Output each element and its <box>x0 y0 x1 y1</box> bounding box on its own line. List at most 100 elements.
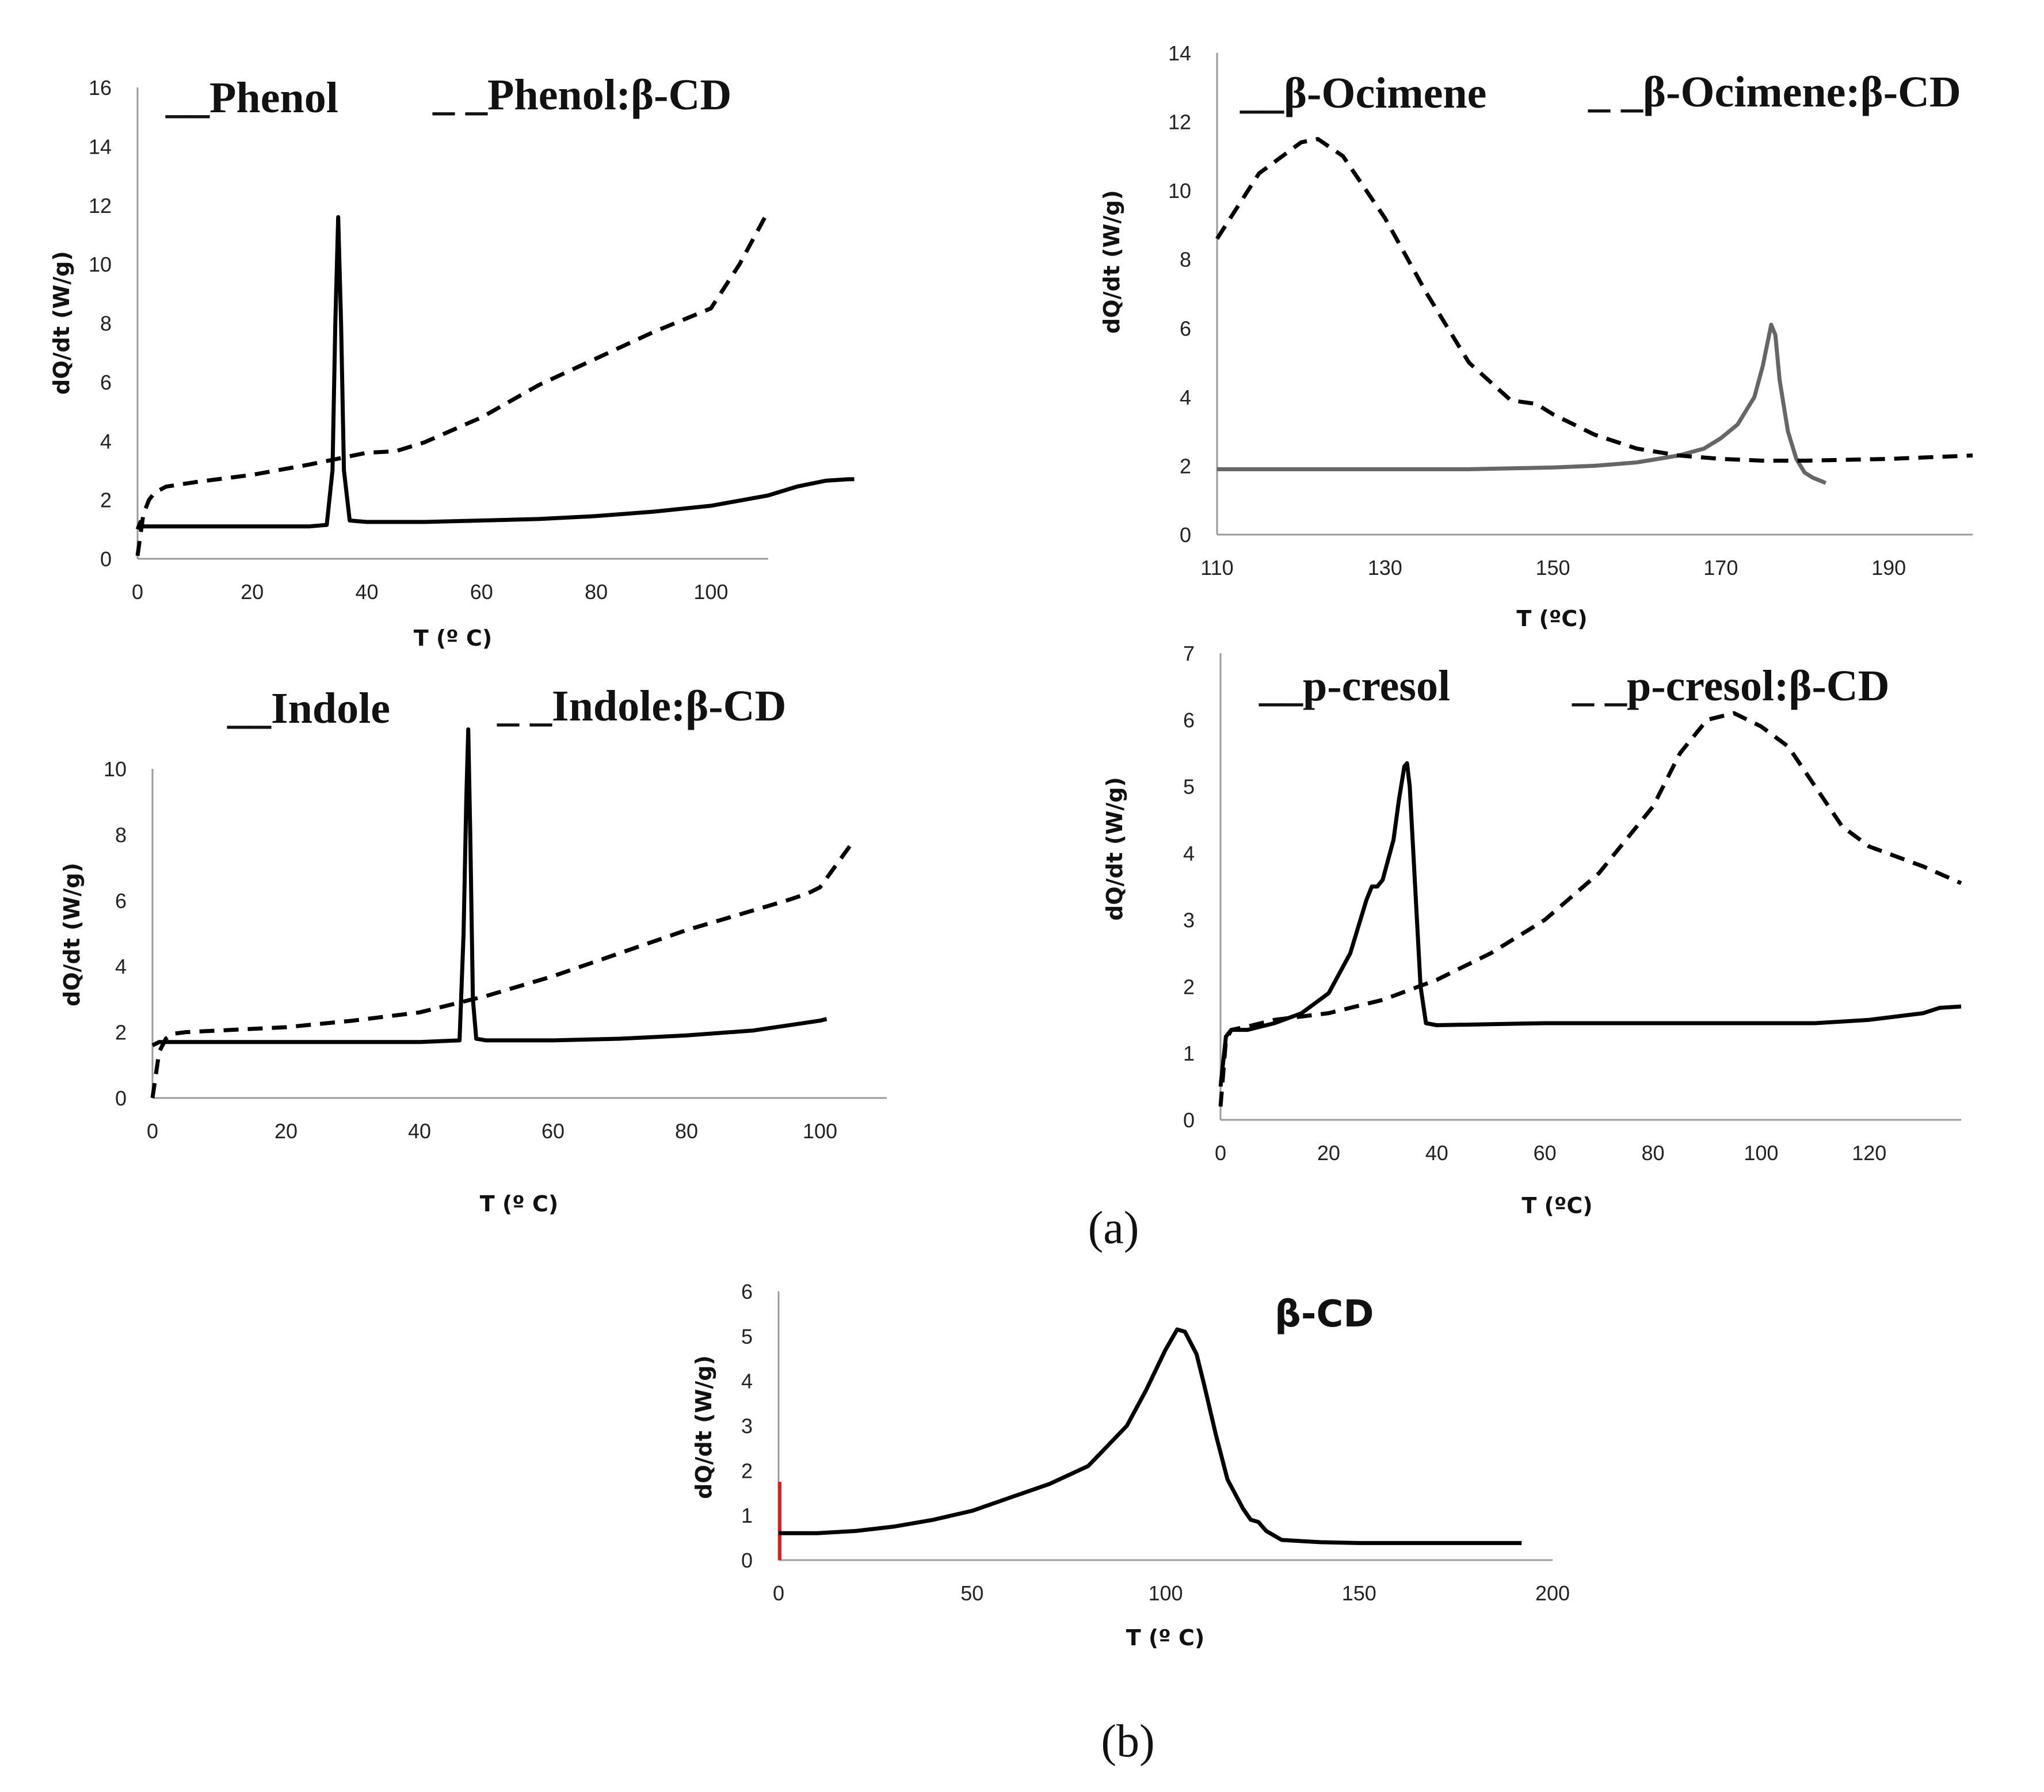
ocimene-series-solid-line <box>1217 322 1827 485</box>
pcresol-x-tick: 100 <box>1744 1141 1778 1165</box>
indole-x-axis-label: T (º C) <box>480 1191 558 1217</box>
bcd-y-tick: 6 <box>741 1280 753 1303</box>
ocimene-y-tick: 6 <box>1180 317 1191 340</box>
pcresol-x-tick: 20 <box>1317 1141 1340 1165</box>
phenol-y-axis-label: dQ/dt (W/g) <box>49 251 74 395</box>
ocimene-y-tick: 14 <box>1168 41 1191 65</box>
indole-legend-dashed: _ _Indole:β-CD <box>497 682 786 730</box>
pcresol-x-tick: 80 <box>1642 1141 1665 1165</box>
ocimene-y-tick: 8 <box>1180 248 1191 272</box>
phenol-x-tick: 100 <box>693 580 728 604</box>
bcd-y-tick: 1 <box>741 1504 753 1527</box>
indole-x-tick: 100 <box>803 1119 837 1143</box>
pcresol-legend-solid: __p-cresol <box>1259 662 1450 710</box>
pcresol-y-tick: 7 <box>1183 642 1195 665</box>
pcresol-y-tick: 6 <box>1183 708 1195 732</box>
bcd-y-axis-label: dQ/dt (W/g) <box>691 1355 716 1499</box>
bcd-y-tick: 5 <box>741 1325 753 1348</box>
phenol-y-tick: 0 <box>100 547 112 571</box>
bcd-x-tick: 150 <box>1342 1581 1376 1605</box>
ocimene-y-tick: 2 <box>1180 454 1191 478</box>
pcresol-y-tick: 1 <box>1183 1042 1195 1065</box>
pcresol-y-tick: 0 <box>1183 1108 1195 1132</box>
phenol-chart: 0 20 40 60 80 100 0 2 4 6 8 10 12 14 16 T (º C) dQ/dt … <box>49 71 855 651</box>
bcd-y-tick: 0 <box>741 1549 753 1572</box>
bcd-series-solid-line <box>779 1327 1522 1545</box>
indole-series-solid-line <box>151 727 827 1047</box>
phenol-x-tick: 0 <box>132 580 143 604</box>
caption-a: (a) <box>1088 1203 1139 1253</box>
indole-y-tick: 0 <box>115 1086 127 1110</box>
phenol-y-tick: 16 <box>89 76 112 100</box>
bcd-y-tick: 4 <box>741 1370 753 1393</box>
pcresol-y-tick: 3 <box>1183 908 1195 932</box>
phenol-y-tick: 10 <box>89 253 112 276</box>
ocimene-x-tick: 110 <box>1200 556 1233 579</box>
ocimene-x-tick: 130 <box>1368 556 1402 579</box>
phenol-legend-solid: __Phenol <box>165 74 338 122</box>
pcresol-x-tick: 0 <box>1215 1141 1226 1165</box>
indole-x-tick: 60 <box>541 1119 565 1143</box>
phenol-y-tick: 14 <box>89 135 112 158</box>
phenol-y-tick: 4 <box>100 429 112 453</box>
pcresol-chart: 0 20 40 60 80 100 120 0 1 2 3 4 5 6 7 T (ºC) dQ/dt (W/… <box>1102 642 1962 1218</box>
indole-x-tick: 0 <box>147 1119 158 1143</box>
phenol-series-dashed-line <box>135 210 771 556</box>
pcresol-series-dashed-line <box>1218 711 1962 1107</box>
phenol-y-tick: 12 <box>89 194 112 218</box>
pcresol-y-tick: 5 <box>1183 775 1195 799</box>
phenol-y-tick: 8 <box>100 312 112 335</box>
indole-series-dashed-line <box>150 840 855 1099</box>
phenol-x-tick: 60 <box>470 580 493 604</box>
ocimene-y-tick: 0 <box>1180 523 1191 547</box>
pcresol-x-tick: 40 <box>1425 1141 1448 1165</box>
indole-x-tick: 20 <box>274 1119 298 1143</box>
bcd-x-tick: 50 <box>960 1581 983 1605</box>
ocimene-legend-dashed: _ _β-Ocimene:β-CD <box>1588 68 1961 116</box>
phenol-x-tick: 40 <box>356 580 379 604</box>
pcresol-series-solid-line <box>1218 761 1962 1087</box>
ocimene-y-tick: 12 <box>1168 110 1191 134</box>
pcresol-y-axis-label: dQ/dt (W/g) <box>1102 777 1127 921</box>
bcd-y-tick: 2 <box>741 1459 753 1482</box>
ocimene-x-tick: 150 <box>1536 556 1570 579</box>
ocimene-x-axis-label: T (ºC) <box>1516 606 1587 631</box>
ocimene-x-tick: 190 <box>1871 556 1906 579</box>
pcresol-legend-dashed: _ _p-cresol:β-CD <box>1572 662 1890 710</box>
bcd-title: β-CD <box>1275 1293 1374 1336</box>
ocimene-x-tick: 170 <box>1703 556 1738 579</box>
indole-x-tick: 80 <box>675 1119 698 1143</box>
ocimene-chart: 110 130 150 170 190 0 2 4 6 8 10 12 14 T (ºC) dQ/dt … <box>1099 41 1973 631</box>
ocimene-series-dashed-line <box>1215 137 1973 463</box>
indole-y-tick: 2 <box>115 1021 127 1044</box>
phenol-x-tick: 20 <box>241 580 264 604</box>
indole-y-tick: 10 <box>104 757 127 781</box>
phenol-y-tick: 2 <box>100 489 112 512</box>
ocimene-y-tick: 10 <box>1168 179 1191 203</box>
phenol-x-axis-label: T (º C) <box>414 626 492 651</box>
indole-y-tick: 6 <box>115 889 127 913</box>
bcd-x-tick: 100 <box>1148 1581 1183 1605</box>
pcresol-x-axis-label: T (ºC) <box>1521 1193 1592 1218</box>
ocimene-y-axis-label: dQ/dt (W/g) <box>1099 190 1124 334</box>
pcresol-y-tick: 4 <box>1183 842 1195 866</box>
phenol-series-solid-line <box>135 215 855 531</box>
ocimene-y-tick: 4 <box>1180 386 1191 409</box>
bcd-x-axis-label: T (º C) <box>1126 1625 1204 1650</box>
bcd-x-tick: 0 <box>773 1581 784 1605</box>
indole-x-tick: 40 <box>408 1119 431 1143</box>
caption-b: (b) <box>1101 1716 1154 1767</box>
phenol-legend-dashed: _ _Phenol:β-CD <box>432 71 731 119</box>
indole-y-axis-label: dQ/dt (W/g) <box>59 863 85 1006</box>
phenol-x-tick: 80 <box>585 580 608 604</box>
phenol-y-tick: 6 <box>100 371 112 394</box>
indole-y-tick: 8 <box>115 823 127 847</box>
indole-legend-solid: __Indole <box>227 684 390 733</box>
ocimene-legend-solid: __β-Ocimene <box>1240 69 1486 117</box>
pcresol-x-tick: 120 <box>1852 1141 1886 1165</box>
pcresol-x-tick: 60 <box>1534 1141 1557 1165</box>
bcd-x-tick: 200 <box>1535 1581 1570 1605</box>
pcresol-y-tick: 2 <box>1183 975 1195 998</box>
